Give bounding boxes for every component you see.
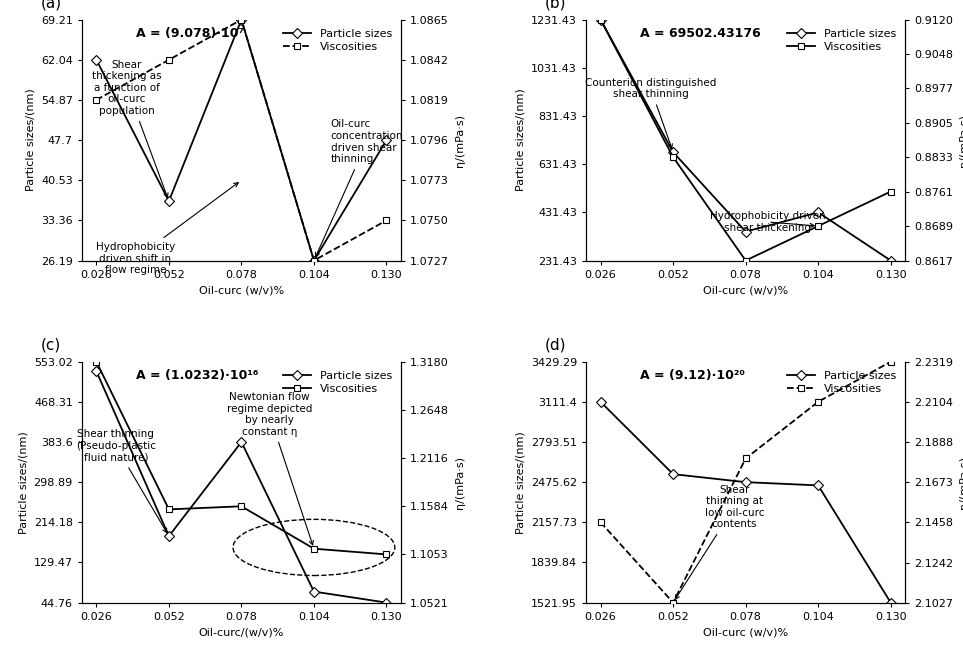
X-axis label: Oil-curc (w/v)%: Oil-curc (w/v)%	[198, 285, 284, 295]
Text: (a): (a)	[40, 0, 62, 10]
Text: (b): (b)	[545, 0, 566, 10]
Text: Oil-curc
concentration
driven shear
thinning: Oil-curc concentration driven shear thin…	[316, 119, 403, 257]
Y-axis label: Particle sizes/(nm): Particle sizes/(nm)	[515, 431, 525, 534]
Text: A = (9.078)·10⁷: A = (9.078)·10⁷	[136, 27, 244, 40]
Legend: Particle sizes, Viscosities: Particle sizes, Viscosities	[784, 367, 899, 398]
Y-axis label: Particle sizes/(nm): Particle sizes/(nm)	[515, 88, 526, 191]
Text: A = (1.0232)·10¹⁶: A = (1.0232)·10¹⁶	[136, 369, 258, 382]
X-axis label: Oil-curc/(w/v)%: Oil-curc/(w/v)%	[198, 627, 284, 637]
Legend: Particle sizes, Viscosities: Particle sizes, Viscosities	[280, 25, 396, 56]
Text: Shear thinning
(Pseudo-plastic
fluid nature): Shear thinning (Pseudo-plastic fluid nat…	[76, 430, 167, 533]
Text: GO conferred larger
shear thickening
(compared to
shorter spans with
SDS and DTA: GO conferred larger shear thickening (co…	[0, 654, 1, 655]
Y-axis label: η/(mPa·s): η/(mPa·s)	[959, 456, 963, 509]
Text: (c): (c)	[40, 337, 61, 352]
X-axis label: Oil-curc (w/v)%: Oil-curc (w/v)%	[703, 285, 789, 295]
Legend: Particle sizes, Viscosities: Particle sizes, Viscosities	[280, 367, 396, 398]
Text: (d): (d)	[545, 337, 566, 352]
Y-axis label: η/(mPa·s): η/(mPa·s)	[455, 456, 464, 509]
Text: Shear
thinning at
low oil-curc
contents: Shear thinning at low oil-curc contents	[675, 485, 765, 599]
Text: Hydrophobicity driven
shear thickening: Hydrophobicity driven shear thickening	[710, 211, 826, 233]
Text: A = 69502.43176: A = 69502.43176	[640, 27, 761, 40]
X-axis label: Oil-curc (w/v)%: Oil-curc (w/v)%	[703, 627, 789, 637]
Text: Newtonian flow
regime depicted
by nearly
constant η: Newtonian flow regime depicted by nearly…	[226, 392, 313, 545]
Text: Hydrophobicity
driven shift in
flow regime: Hydrophobicity driven shift in flow regi…	[95, 183, 238, 275]
Y-axis label: η/(mPa·s): η/(mPa·s)	[455, 113, 464, 166]
Text: Counterion distinguished
shear thinning: Counterion distinguished shear thinning	[586, 78, 716, 148]
Y-axis label: Particle sizes/(nm): Particle sizes/(nm)	[18, 431, 28, 534]
Y-axis label: η/(mPa·s): η/(mPa·s)	[959, 113, 963, 166]
Text: A = (9.12)·10²⁰: A = (9.12)·10²⁰	[640, 369, 745, 382]
Legend: Particle sizes, Viscosities: Particle sizes, Viscosities	[784, 25, 899, 56]
Text: Shear
thickening as
a function of
oil-curc
population: Shear thickening as a function of oil-cu…	[92, 60, 168, 197]
Y-axis label: Particle sizes/(nm): Particle sizes/(nm)	[25, 88, 36, 191]
